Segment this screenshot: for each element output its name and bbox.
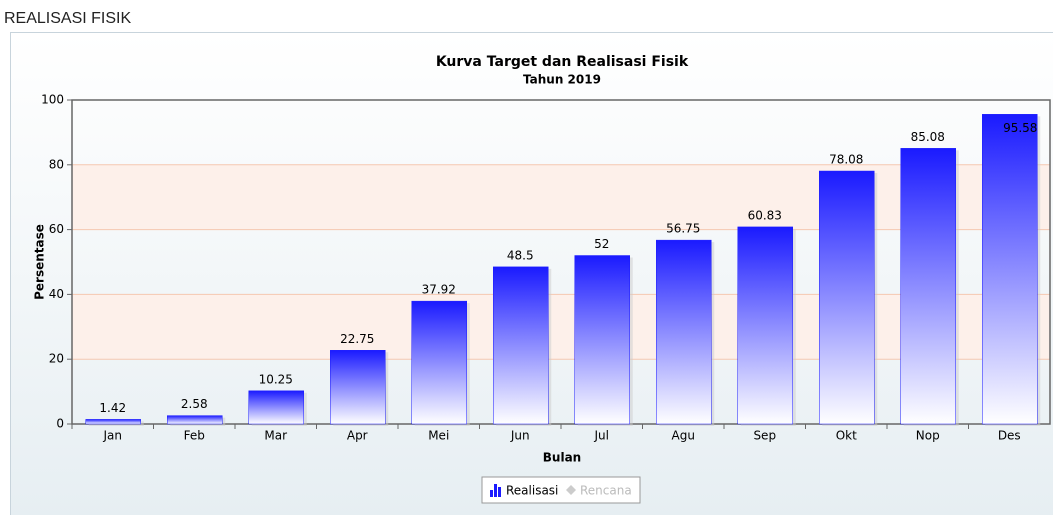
x-tick-label: Jan [103,429,123,443]
bar [493,266,549,425]
y-tick-label: 80 [49,157,64,171]
x-tick-label: Apr [347,429,368,443]
data-label: 60.83 [748,208,782,222]
bar [85,419,141,425]
legend-label: Rencana [580,484,632,498]
legend-icon [566,485,576,495]
y-tick-label: 60 [49,222,64,236]
chart-subtitle: Tahun 2019 [523,73,601,87]
y-tick-label: 0 [56,417,64,431]
x-tick-label: Sep [753,429,776,443]
y-tick-label: 100 [41,93,64,107]
data-label: 22.75 [340,332,374,346]
y-axis-label: Persentase [33,224,47,300]
legend-icon [498,487,501,497]
x-tick-label: Jun [510,429,530,443]
legend-icon [494,484,497,497]
legend-icon [490,490,493,497]
bar [411,300,467,425]
y-tick-label: 40 [49,287,64,301]
legend-label: Realisasi [506,484,558,498]
grid-band [72,164,1050,230]
x-tick-label: Feb [184,429,205,443]
legend-box [481,476,641,504]
bar [167,415,223,425]
data-label: 48.5 [507,248,534,262]
x-axis-label: Bulan [543,451,581,465]
data-label: 10.25 [259,372,293,386]
bar [574,255,630,425]
data-label: 52 [594,237,609,251]
x-tick-label: Agu [672,429,695,443]
x-tick-label: Des [998,429,1021,443]
data-label: 1.42 [99,401,126,415]
x-tick-label: Okt [836,429,857,443]
bar [737,226,793,425]
y-tick-label: 20 [49,352,64,366]
bar [656,239,712,425]
data-label: 2.58 [181,397,208,411]
data-label: 78.08 [829,153,863,167]
page-title: REALISASI FISIK [4,10,131,27]
data-label: 95.58 [1003,121,1037,135]
data-label: 85.08 [911,130,945,144]
data-label: 56.75 [666,222,700,236]
x-tick-label: Jul [594,429,609,443]
chart-title: Kurva Target dan Realisasi Fisik [436,54,689,70]
bar [982,114,1038,425]
x-tick-label: Mar [264,429,287,443]
bar [900,148,956,425]
bar [819,170,875,425]
x-tick-label: Mei [428,429,449,443]
x-tick-label: Nop [916,429,940,443]
data-label: 37.92 [422,283,456,297]
bar [248,390,304,425]
bar [330,350,386,425]
grid-band [72,294,1050,360]
